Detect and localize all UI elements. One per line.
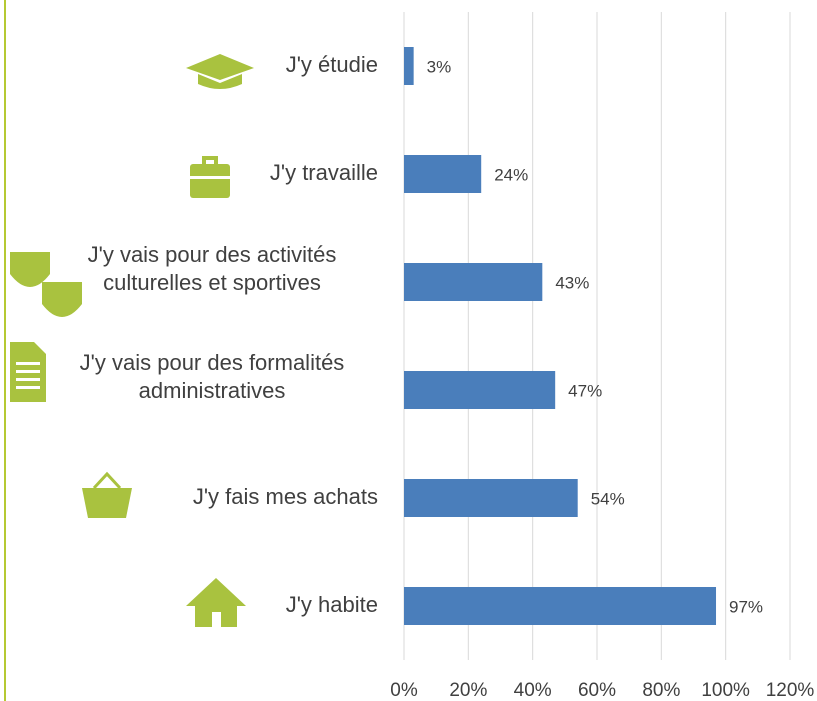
icon-basket-handle	[92, 471, 122, 490]
x-tick-label: 60%	[578, 680, 616, 701]
bar	[404, 155, 482, 193]
bar	[404, 479, 578, 517]
icons	[10, 54, 254, 627]
data-label: 97%	[729, 597, 763, 616]
y-tick-label: J'y étudie	[286, 52, 378, 77]
y-tick-label: J'y vais pour des formalités administrati…	[80, 350, 345, 403]
bar	[404, 587, 717, 625]
x-tick-label: 40%	[514, 680, 552, 701]
icon-briefcase-handle	[202, 156, 218, 164]
y-tick-label: J'y travaille	[270, 160, 378, 185]
bar	[404, 263, 543, 301]
icon-house-roof	[186, 578, 246, 606]
x-tick-label: 80%	[642, 680, 680, 701]
data-label: 54%	[591, 489, 625, 508]
x-tick-label: 100%	[701, 680, 750, 701]
icon-graduation-base	[198, 74, 242, 89]
x-tick-label: 120%	[766, 680, 815, 701]
x-tick-label: 20%	[449, 680, 487, 701]
y-tick-label: J'y fais mes achats	[193, 484, 378, 509]
y-tick-label: J'y habite	[286, 592, 378, 617]
icon-graduation	[186, 54, 254, 80]
icon-mask-sad	[42, 282, 82, 317]
bar	[404, 371, 556, 409]
icon-mask-happy	[10, 252, 50, 287]
data-label: 3%	[427, 57, 452, 76]
icon-basket	[82, 488, 132, 518]
icon-briefcase-band	[190, 176, 230, 179]
data-label: 43%	[555, 273, 589, 292]
icon-house-door	[212, 612, 221, 627]
y-tick-label: J'y vais pour des activités culturelles e…	[88, 242, 337, 295]
x-tick-label: 0%	[390, 680, 418, 701]
data-label: 47%	[568, 381, 602, 400]
bar	[404, 47, 414, 85]
icon-briefcase	[190, 164, 230, 198]
data-label: 24%	[494, 165, 528, 184]
